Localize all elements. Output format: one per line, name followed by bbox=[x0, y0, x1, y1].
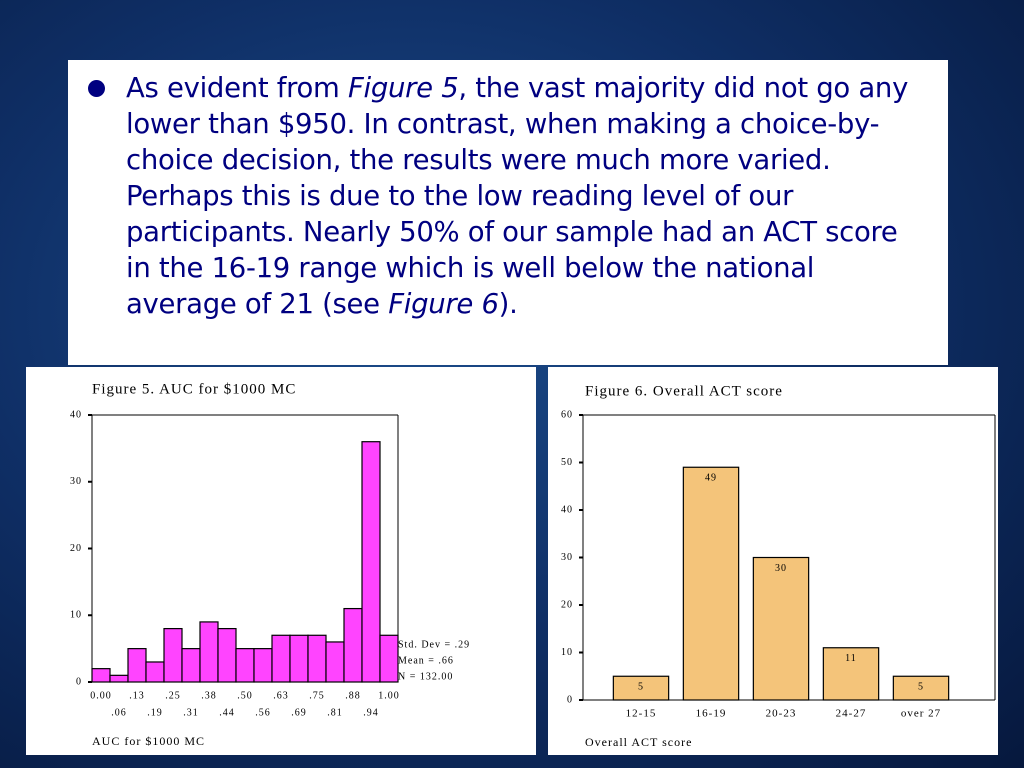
x-tick-label: 0.00 bbox=[90, 690, 112, 701]
bar bbox=[127, 648, 147, 683]
x-axis-label: AUC for $1000 MC bbox=[92, 734, 205, 748]
bar bbox=[217, 627, 237, 683]
x-tick-label: .13 bbox=[129, 690, 145, 701]
x-tick-label: 20-23 bbox=[766, 708, 797, 720]
bar bbox=[307, 634, 327, 683]
y-tick-label: 40 bbox=[70, 409, 82, 420]
bar bbox=[163, 627, 183, 683]
annotation: Std. Dev = .29 bbox=[398, 639, 470, 650]
bar bbox=[325, 641, 345, 683]
x-tick-label: .69 bbox=[291, 707, 307, 718]
bar bbox=[271, 634, 291, 683]
x-tick-label: .75 bbox=[309, 690, 325, 701]
x-tick-label: over 27 bbox=[901, 708, 941, 720]
bar bbox=[91, 668, 111, 683]
x-tick-label: .63 bbox=[273, 690, 289, 701]
x-tick-label: .19 bbox=[147, 707, 163, 718]
y-tick-label: 20 bbox=[561, 599, 573, 610]
text: Figure 5 bbox=[347, 72, 459, 104]
y-tick-label: 30 bbox=[561, 552, 573, 563]
text: As evident from bbox=[126, 72, 348, 104]
x-tick-label: .88 bbox=[345, 690, 361, 701]
chart-title: Figure 5. AUC for $1000 MC bbox=[92, 381, 296, 397]
y-tick-label: 30 bbox=[70, 476, 82, 487]
data-label: 5 bbox=[918, 682, 924, 693]
x-tick-label: 24-27 bbox=[836, 708, 867, 720]
bar bbox=[682, 466, 740, 701]
bar bbox=[181, 648, 201, 683]
x-tick-label: .94 bbox=[363, 707, 379, 718]
bar bbox=[612, 675, 670, 701]
bar bbox=[109, 674, 129, 683]
text: ). bbox=[498, 288, 518, 320]
x-tick-label: .56 bbox=[255, 707, 271, 718]
x-tick-label: 12-15 bbox=[626, 708, 657, 720]
x-tick-label: 16-19 bbox=[696, 708, 727, 720]
y-tick-label: 0 bbox=[567, 694, 573, 705]
bar bbox=[379, 634, 399, 683]
x-tick-label: .44 bbox=[219, 707, 235, 718]
data-label: 49 bbox=[705, 473, 717, 484]
bullet-dot bbox=[88, 80, 105, 97]
data-label: 30 bbox=[775, 563, 787, 574]
bar bbox=[199, 621, 219, 683]
text: , the vast majority did not go any lower… bbox=[126, 72, 909, 320]
x-tick-label: .50 bbox=[237, 690, 253, 701]
y-tick-label: 20 bbox=[70, 543, 82, 554]
bar bbox=[145, 661, 165, 683]
bar bbox=[752, 556, 810, 701]
y-tick-label: 40 bbox=[561, 504, 573, 515]
bar bbox=[343, 607, 363, 683]
bar bbox=[289, 634, 309, 683]
chart-title: Figure 6. Overall ACT score bbox=[585, 383, 783, 399]
bar bbox=[235, 648, 255, 683]
text-panel bbox=[68, 60, 948, 365]
bar bbox=[822, 647, 880, 701]
x-axis-label: Overall ACT score bbox=[585, 735, 692, 749]
y-tick-label: 10 bbox=[70, 610, 82, 621]
x-tick-label: .38 bbox=[201, 690, 217, 701]
text: Figure 6 bbox=[388, 288, 499, 320]
data-label: 5 bbox=[638, 682, 644, 693]
bar bbox=[361, 441, 381, 683]
x-tick-label: .31 bbox=[183, 707, 199, 718]
x-tick-label: .81 bbox=[327, 707, 343, 718]
annotation: Mean = .66 bbox=[398, 655, 454, 666]
y-tick-label: 0 bbox=[76, 676, 82, 687]
bullet-text: As evident from Figure 5, the vast major… bbox=[126, 70, 926, 322]
y-tick-label: 50 bbox=[561, 457, 573, 468]
x-tick-label: .25 bbox=[165, 690, 181, 701]
chart-panel bbox=[26, 367, 536, 755]
bar bbox=[892, 675, 950, 701]
x-tick-label: .06 bbox=[111, 707, 127, 718]
y-tick-label: 10 bbox=[561, 647, 573, 658]
x-tick-label: 1.00 bbox=[378, 690, 400, 701]
y-tick-label: 60 bbox=[561, 409, 573, 420]
annotation: N = 132.00 bbox=[398, 671, 453, 682]
data-label: 11 bbox=[845, 653, 857, 664]
bar bbox=[253, 648, 273, 683]
